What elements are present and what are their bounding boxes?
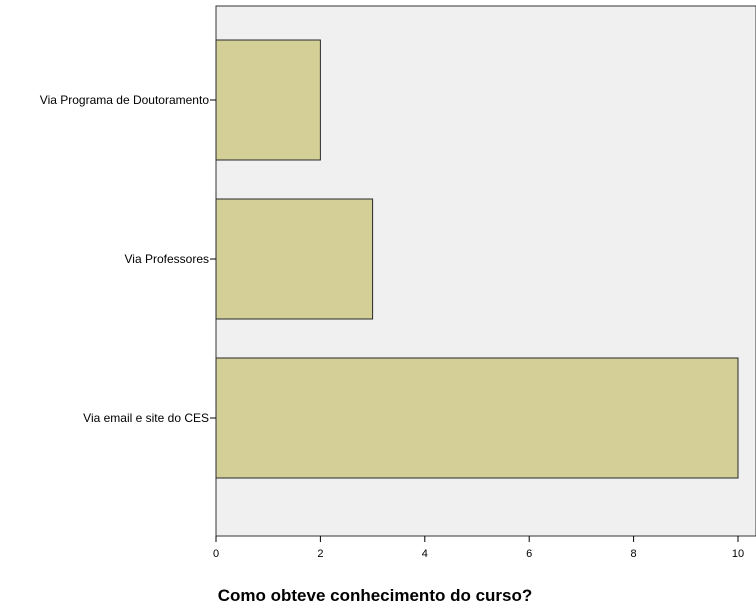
x-tick-label-0: 0	[213, 548, 219, 560]
bars-group	[215, 39, 739, 479]
value-axis: 0 2 4 6 8 10	[213, 536, 744, 560]
bar-1	[215, 39, 321, 161]
x-tick-label-5: 10	[732, 548, 744, 560]
category-label-3: Via email e site do CES	[83, 411, 209, 425]
x-tick-label-3: 6	[526, 548, 532, 560]
x-tick-label-4: 8	[631, 548, 637, 560]
category-axis: Via Programa de Doutoramento Via Professo…	[40, 93, 216, 425]
bar-2	[215, 198, 374, 320]
x-axis-title: Como obteve conhecimento do curso?	[218, 586, 533, 605]
category-label-1: Via Programa de Doutoramento	[40, 93, 210, 107]
category-label-2: Via Professores	[125, 252, 210, 266]
x-tick-label-2: 4	[422, 548, 428, 560]
bar-3	[215, 357, 739, 479]
x-tick-label-1: 2	[317, 548, 323, 560]
